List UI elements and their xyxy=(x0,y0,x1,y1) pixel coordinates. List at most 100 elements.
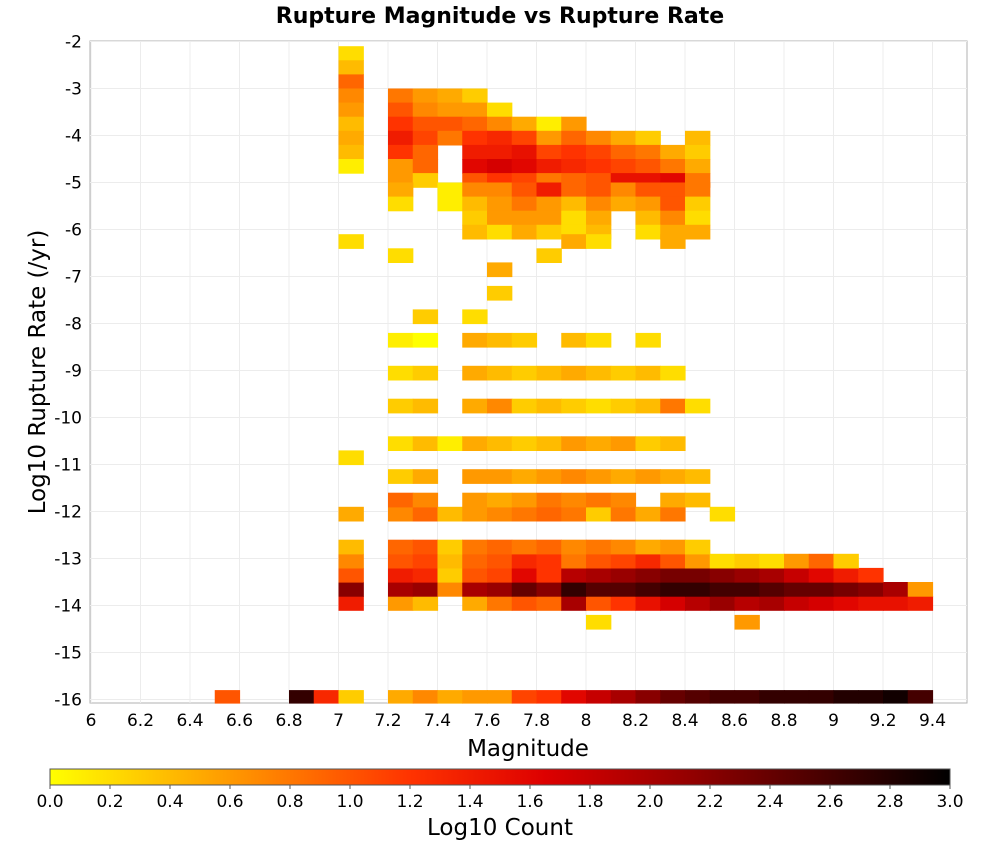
heatmap-cell xyxy=(437,130,463,146)
heatmap-cell xyxy=(462,224,488,240)
heatmap-cell xyxy=(536,506,562,522)
heatmap-cell xyxy=(734,567,760,583)
heatmap-cell xyxy=(610,182,637,198)
heatmap-cell xyxy=(338,88,364,104)
heatmap-cell xyxy=(808,582,835,597)
heatmap-cell xyxy=(561,553,587,569)
heatmap-cell xyxy=(635,596,661,611)
x-tick-label: 7.4 xyxy=(424,711,451,731)
heatmap-cell xyxy=(586,196,612,212)
heatmap-cell xyxy=(412,469,439,484)
heatmap-cell xyxy=(412,130,439,146)
heatmap-cell xyxy=(462,596,488,611)
heatmap-cell xyxy=(759,596,785,611)
heatmap-cell xyxy=(660,210,686,226)
heatmap-cell xyxy=(338,116,364,132)
heatmap-cell xyxy=(462,567,488,583)
heatmap-cell xyxy=(412,144,439,160)
x-tick-label: 8.6 xyxy=(721,711,748,731)
heatmap-cell xyxy=(808,553,835,569)
heatmap-cell xyxy=(660,436,686,451)
colorbar-tick-label: 3.0 xyxy=(936,792,963,812)
heatmap-cell xyxy=(610,492,637,508)
heatmap-cell xyxy=(487,690,513,704)
y-axis-label: Log10 Rupture Rate (/yr) xyxy=(25,230,51,515)
heatmap-cell xyxy=(487,553,513,569)
heatmap-cell xyxy=(487,285,513,301)
heatmap-cell xyxy=(586,506,612,522)
heatmap-cell xyxy=(487,102,513,118)
heatmap-cell xyxy=(338,596,364,611)
heatmap-cell xyxy=(412,690,439,704)
colorbar-tick-label: 2.0 xyxy=(636,792,663,812)
heatmap-cell xyxy=(437,567,463,583)
heatmap-cell xyxy=(610,690,637,704)
heatmap-cell xyxy=(635,469,661,484)
heatmap-cell xyxy=(586,130,612,146)
heatmap-cell xyxy=(635,567,661,583)
y-tick-label: -2 xyxy=(65,33,82,53)
heatmap-cell xyxy=(388,553,414,569)
heatmap-cell xyxy=(685,398,711,414)
y-tick-label: -3 xyxy=(65,80,82,100)
heatmap-cell xyxy=(660,553,686,569)
heatmap-cell xyxy=(784,690,810,704)
x-tick-label: 8 xyxy=(581,711,592,731)
colorbar-tick-label: 1.4 xyxy=(456,792,483,812)
heatmap-cell xyxy=(437,539,463,555)
x-tick-label: 6.6 xyxy=(226,711,253,731)
heatmap-cell xyxy=(586,596,612,611)
heatmap-cell xyxy=(412,116,439,132)
heatmap-cell xyxy=(487,130,513,146)
x-tick-label: 6.4 xyxy=(176,711,203,731)
heatmap-cell xyxy=(561,539,587,555)
heatmap-cell xyxy=(784,596,810,611)
heatmap-cell xyxy=(685,690,711,704)
heatmap-cell xyxy=(833,553,859,569)
heatmap-cell xyxy=(536,130,562,146)
heatmap-cell xyxy=(462,144,488,160)
heatmap-cell xyxy=(660,567,686,583)
heatmap-cell xyxy=(412,492,439,508)
heatmap-cell xyxy=(462,398,488,414)
heatmap-cell xyxy=(388,596,414,611)
heatmap-cell xyxy=(759,582,785,597)
colorbar-tick-label: 2.8 xyxy=(876,792,903,812)
y-tick-labels: -2 -3 -4 -5 -6 -7 -8 -9 -10 -11 -12 -13 -14 -15 -16 xyxy=(54,33,82,711)
heatmap-cell xyxy=(412,332,439,348)
heatmap-cell xyxy=(437,102,463,118)
heatmap-cell xyxy=(511,539,538,555)
heatmap-cell xyxy=(412,539,439,555)
heatmap-cell xyxy=(388,332,414,348)
heatmap-cell xyxy=(487,262,513,278)
heatmap-cell xyxy=(660,539,686,555)
heatmap-cell xyxy=(586,553,612,569)
heatmap-cell xyxy=(561,332,587,348)
heatmap-cell xyxy=(685,596,711,611)
heatmap-cell xyxy=(610,469,637,484)
heatmap-cell xyxy=(883,582,909,597)
heatmap-cell xyxy=(536,582,562,597)
heatmap-cell xyxy=(734,582,760,597)
heatmap-cell xyxy=(561,469,587,484)
heatmap-cell xyxy=(808,690,835,704)
heatmap-cell xyxy=(561,144,587,160)
heatmap-cell xyxy=(388,492,414,508)
heatmap-cell xyxy=(635,398,661,414)
heatmap-cell xyxy=(536,398,562,414)
heatmap-cell xyxy=(462,539,488,555)
heatmap-cell xyxy=(635,553,661,569)
heatmap-cell xyxy=(586,398,612,414)
heatmap-cell xyxy=(338,567,364,583)
heatmap-cell xyxy=(536,492,562,508)
x-tick-label: 7.8 xyxy=(523,711,550,731)
x-tick-label: 7.6 xyxy=(473,711,500,731)
heatmap-cell xyxy=(635,582,661,597)
heatmap-cell xyxy=(511,469,538,484)
heatmap-cell xyxy=(511,130,538,146)
heatmap-cell xyxy=(610,436,637,451)
heatmap-cell xyxy=(412,398,439,414)
heatmap-cell xyxy=(388,102,414,118)
y-tick-label: -16 xyxy=(54,691,82,711)
heatmap-cell xyxy=(536,144,562,160)
